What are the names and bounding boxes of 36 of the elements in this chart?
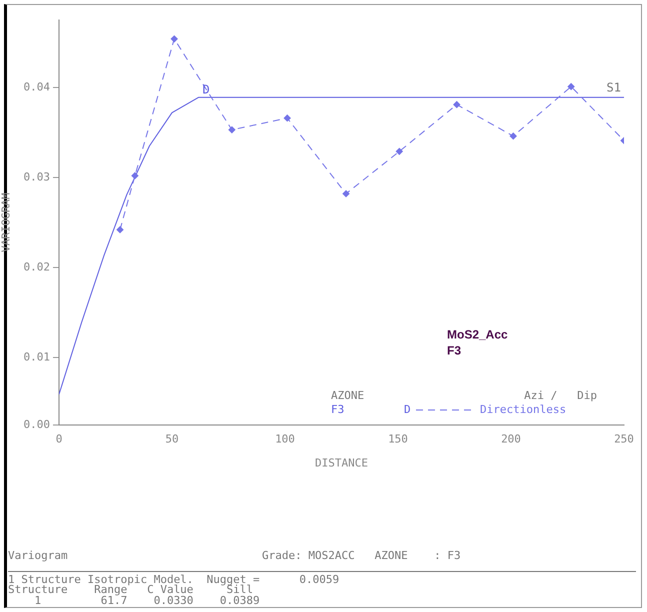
y-tick-label: 0.02 xyxy=(24,260,50,274)
annotation: S1 xyxy=(606,80,621,95)
annotation: Azi / Dip xyxy=(524,388,597,402)
point xyxy=(116,226,124,234)
text: Grade: MOS2ACC AZONE : F3 xyxy=(262,549,461,562)
x-tick-label: 0 xyxy=(56,432,62,446)
point xyxy=(228,126,236,134)
x-axis-title: DISTANCE xyxy=(315,456,368,470)
annotation: D xyxy=(202,82,210,97)
y-tick-label: 0.00 xyxy=(24,418,50,431)
text: 1 61.7 0.0330 0.0389 xyxy=(33,594,260,607)
y-tick-label: 0.01 xyxy=(24,350,50,364)
annotation: F3 xyxy=(331,402,344,416)
x-tick-label: 50 xyxy=(165,432,179,446)
x-tick-label: 100 xyxy=(275,432,295,446)
text: 1 Structure Isotropic Model. Nugget = 0.0059 xyxy=(8,573,340,586)
y-tick-label: 0.04 xyxy=(24,80,50,94)
y-tick-label: 0.03 xyxy=(24,170,50,184)
x-tick-label: 150 xyxy=(388,432,408,446)
point xyxy=(131,172,138,180)
annotation: MoS2_Acc xyxy=(447,327,508,342)
annotation: F3 xyxy=(447,343,462,358)
text: Directionless xyxy=(480,402,566,416)
point xyxy=(568,83,575,90)
point xyxy=(396,148,403,155)
point xyxy=(170,35,178,42)
annotation: D xyxy=(404,402,411,416)
y-axis-title: VARIOGRAM xyxy=(0,192,12,252)
point xyxy=(284,114,291,122)
x-tick-label: 200 xyxy=(501,432,521,446)
point xyxy=(453,101,460,108)
annotation: AZONE xyxy=(331,388,364,402)
text: Variogram xyxy=(8,549,68,562)
point xyxy=(510,132,517,140)
point xyxy=(342,190,350,198)
x-tick-label: 250 xyxy=(614,432,634,446)
